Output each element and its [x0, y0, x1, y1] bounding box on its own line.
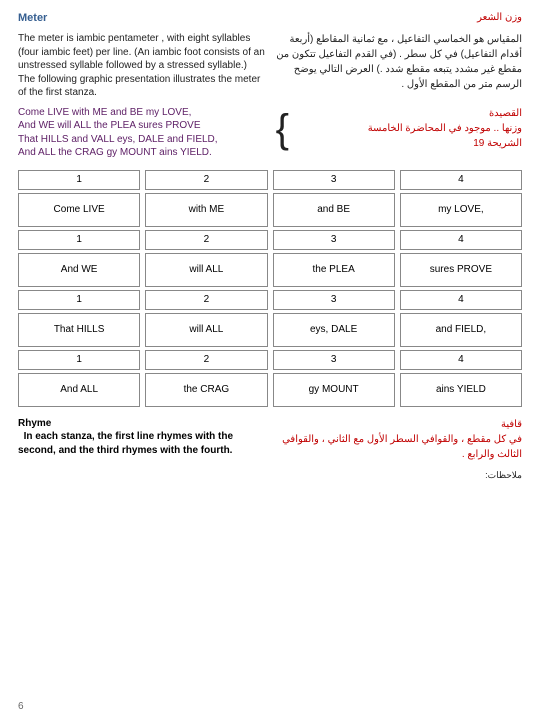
- grid-number-cell: 1: [18, 290, 140, 310]
- grid-row: 1234: [18, 230, 522, 250]
- rhyme-ar-block: قافية في كل مقطع ، والقوافي السطر الأول …: [275, 417, 522, 462]
- grid-row: Come LIVEwith MEand BEmy LOVE,: [18, 193, 522, 227]
- grid-row: 1234: [18, 350, 522, 370]
- rhyme-title-ar: قافية: [275, 417, 522, 432]
- rhyme-title-en: Rhyme: [18, 418, 51, 429]
- grid-text-cell: Come LIVE: [18, 193, 140, 227]
- grid-text-cell: And ALL: [18, 373, 140, 407]
- grid-text-cell: gy MOUNT: [273, 373, 395, 407]
- poem-block: Come LIVE with ME and BE my LOVE, And WE…: [18, 106, 265, 160]
- grid-number-cell: 1: [18, 170, 140, 190]
- grid-text-cell: the CRAG: [145, 373, 267, 407]
- ar-note-line: الشريحة 19: [275, 136, 522, 151]
- meter-grid: 1234Come LIVEwith MEand BEmy LOVE,1234An…: [18, 170, 522, 407]
- grid-number-cell: 1: [18, 350, 140, 370]
- poem-line: And ALL the CRAG gy MOUNT ains YIELD.: [18, 146, 265, 160]
- grid-text-cell: And WE: [18, 253, 140, 287]
- meter-title-ar: وزن الشعر: [477, 12, 522, 24]
- poem-line: Come LIVE with ME and BE my LOVE,: [18, 106, 265, 120]
- rhyme-en-block: Rhyme In each stanza, the first line rhy…: [18, 417, 265, 462]
- grid-number-cell: 3: [273, 170, 395, 190]
- grid-number-cell: 4: [400, 350, 522, 370]
- grid-number-cell: 4: [400, 230, 522, 250]
- grid-row: 1234: [18, 290, 522, 310]
- poem-line: And WE will ALL the PLEA sures PROVE: [18, 119, 265, 133]
- notes-label: ملاحظات:: [18, 470, 522, 481]
- grid-number-cell: 3: [273, 350, 395, 370]
- grid-text-cell: will ALL: [145, 253, 267, 287]
- grid-number-cell: 2: [145, 350, 267, 370]
- intro-ar: المقياس هو الخماسي التفاعيل ، مع ثمانية …: [275, 32, 522, 100]
- grid-number-cell: 4: [400, 290, 522, 310]
- grid-row: And ALLthe CRAGgy MOUNTains YIELD: [18, 373, 522, 407]
- grid-text-cell: and FIELD,: [400, 313, 522, 347]
- brace-icon: }: [273, 106, 289, 152]
- grid-number-cell: 2: [145, 230, 267, 250]
- grid-text-cell: will ALL: [145, 313, 267, 347]
- rhyme-body-ar: في كل مقطع ، والقوافي السطر الأول مع الث…: [275, 432, 522, 462]
- grid-text-cell: the PLEA: [273, 253, 395, 287]
- grid-number-cell: 3: [273, 290, 395, 310]
- ar-note-line: القصيدة: [275, 106, 522, 121]
- page-number: 6: [18, 701, 24, 712]
- ar-note-line: وزنها .. موجود في المحاضرة الخامسة: [275, 121, 522, 136]
- rhyme-body-en: In each stanza, the first line rhymes wi…: [18, 431, 233, 456]
- arabic-note-box: } القصيدة وزنها .. موجود في المحاضرة الخ…: [275, 106, 522, 151]
- poem-line: That HILLS and VALL eys, DALE and FIELD,: [18, 133, 265, 147]
- grid-number-cell: 2: [145, 290, 267, 310]
- meter-title-en: Meter: [18, 12, 47, 24]
- grid-text-cell: That HILLS: [18, 313, 140, 347]
- intro-en: The meter is iambic pentameter , with ei…: [18, 32, 265, 100]
- grid-number-cell: 1: [18, 230, 140, 250]
- grid-number-cell: 2: [145, 170, 267, 190]
- grid-text-cell: my LOVE,: [400, 193, 522, 227]
- grid-row: 1234: [18, 170, 522, 190]
- grid-row: And WEwill ALLthe PLEAsures PROVE: [18, 253, 522, 287]
- grid-row: That HILLSwill ALLeys, DALEand FIELD,: [18, 313, 522, 347]
- grid-number-cell: 4: [400, 170, 522, 190]
- grid-number-cell: 3: [273, 230, 395, 250]
- grid-text-cell: and BE: [273, 193, 395, 227]
- grid-text-cell: eys, DALE: [273, 313, 395, 347]
- grid-text-cell: sures PROVE: [400, 253, 522, 287]
- grid-text-cell: ains YIELD: [400, 373, 522, 407]
- grid-text-cell: with ME: [145, 193, 267, 227]
